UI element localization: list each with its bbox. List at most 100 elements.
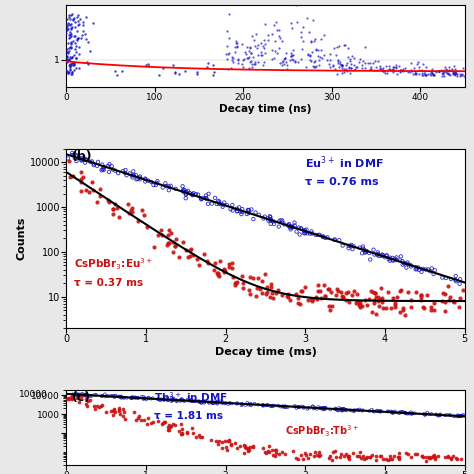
Point (409, 410, 416, 417)
Point (370, 300, 377, 307)
Point (67, 26, 74, 33)
Point (391, 303, 399, 311)
Point (420, 410, 428, 418)
Point (379, 67, 386, 75)
Point (262, 290, 270, 298)
Point (264, 31, 272, 39)
Point (302, 451, 310, 459)
Point (356, 298, 364, 306)
Point (71, 150, 78, 158)
Point (221, 400, 229, 407)
Point (326, 56, 333, 64)
Point (284, 291, 292, 298)
Point (450, 412, 457, 420)
Point (177, 430, 184, 438)
Point (123, 172, 130, 179)
Point (64, 49, 72, 56)
Point (427, 68, 435, 76)
Point (98, 402, 105, 410)
Point (401, 409, 409, 417)
Point (119, 412, 127, 420)
Point (350, 243, 357, 250)
Point (233, 400, 241, 407)
Point (368, 451, 376, 459)
Point (438, 72, 446, 80)
Point (64, 69, 72, 76)
Point (373, 407, 381, 415)
Point (395, 449, 402, 456)
Point (457, 412, 465, 419)
Point (246, 286, 253, 293)
Point (205, 190, 212, 198)
Point (311, 35, 319, 43)
Point (294, 295, 302, 302)
Point (108, 392, 115, 400)
Point (152, 181, 160, 189)
Point (63, 395, 70, 403)
Point (456, 412, 464, 420)
Point (68, 23, 76, 31)
Point (241, 48, 248, 55)
Point (271, 55, 278, 62)
Text: CsPbBr$_3$:Tb$^{3+}$: CsPbBr$_3$:Tb$^{3+}$ (285, 423, 360, 439)
Point (118, 67, 126, 75)
Point (224, 50, 231, 58)
Point (196, 398, 204, 405)
Point (252, 60, 259, 68)
Point (339, 293, 347, 301)
Point (65, 44, 73, 51)
Point (267, 216, 274, 223)
Point (180, 186, 187, 193)
Point (192, 191, 200, 198)
Point (415, 266, 423, 273)
Point (331, 236, 338, 243)
Point (130, 172, 137, 179)
Point (310, 37, 318, 45)
Point (347, 64, 355, 72)
Point (171, 242, 179, 250)
Point (65, 31, 73, 39)
Point (72, 54, 80, 61)
Point (195, 261, 202, 268)
Point (422, 71, 430, 79)
Point (114, 204, 121, 211)
Point (356, 301, 364, 309)
Point (385, 65, 392, 73)
Point (151, 243, 158, 251)
Point (184, 396, 191, 403)
Point (271, 37, 279, 45)
Point (74, 21, 82, 28)
Point (165, 182, 173, 190)
Point (282, 403, 290, 411)
Point (268, 30, 275, 37)
Point (63, 57, 71, 64)
Point (66, 43, 73, 50)
Point (381, 254, 389, 261)
Point (244, 54, 251, 62)
Point (412, 265, 419, 273)
Point (452, 69, 460, 77)
Point (305, 296, 312, 304)
Point (373, 66, 380, 73)
Point (356, 303, 364, 310)
Point (155, 71, 163, 78)
Point (120, 394, 128, 401)
Point (371, 296, 378, 304)
Point (103, 392, 110, 400)
Point (376, 65, 384, 73)
Point (349, 449, 357, 457)
Point (229, 58, 237, 66)
Point (86, 47, 94, 55)
Point (413, 265, 420, 273)
Text: τ = 1.81 ms: τ = 1.81 ms (154, 410, 223, 421)
Point (215, 269, 222, 277)
Point (452, 71, 459, 78)
Point (401, 260, 408, 267)
Point (186, 396, 194, 404)
Point (439, 290, 447, 297)
Point (73, 13, 81, 21)
Point (287, 49, 294, 56)
Point (164, 426, 172, 434)
Point (349, 246, 356, 253)
Point (213, 269, 221, 277)
